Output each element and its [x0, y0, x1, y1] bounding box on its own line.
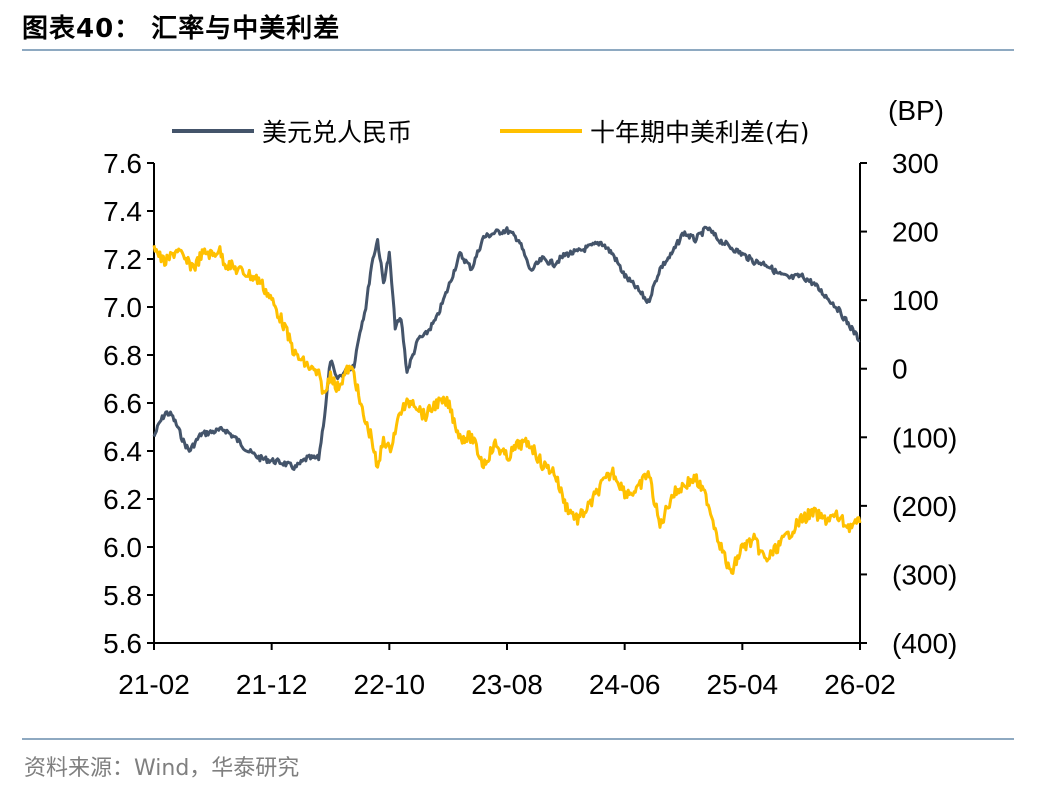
- left-tick-label: 6.2: [103, 484, 142, 515]
- x-tick-label: 21-12: [236, 669, 308, 700]
- right-tick-label: 300: [892, 148, 939, 179]
- right-tick-label: (400): [892, 628, 957, 659]
- left-tick-label: 6.0: [103, 532, 142, 563]
- right-tick-label: (200): [892, 491, 957, 522]
- bottom-rule: [22, 738, 1014, 740]
- left-axis-ticks: 7.6 7.4 7.2 7.0 6.8 6.6 6.4 6.2 6.0 5.8 5.6: [103, 148, 154, 659]
- source-note: 资料来源：Wind，华泰研究: [24, 756, 300, 781]
- x-tick-label: 23-08: [471, 669, 543, 700]
- x-tick-label: 26-02: [824, 669, 896, 700]
- x-tick-label: 25-04: [707, 669, 779, 700]
- left-tick-label: 7.0: [103, 292, 142, 323]
- left-tick-label: 5.8: [103, 580, 142, 611]
- series-layer: [152, 225, 862, 575]
- legend-label-usdcny: 美元兑人民币: [262, 118, 412, 147]
- right-tick-label: 200: [892, 217, 939, 248]
- top-rule: [22, 49, 1014, 51]
- left-tick-label: 7.6: [103, 148, 142, 179]
- left-tick-label: 6.4: [103, 436, 142, 467]
- left-tick-label: 7.4: [103, 196, 142, 227]
- right-tick-label: 0: [892, 354, 908, 385]
- left-tick-label: 7.2: [103, 244, 142, 275]
- right-tick-label: (100): [892, 422, 957, 453]
- x-tick-label: 24-06: [589, 669, 661, 700]
- right-tick-label: 100: [892, 285, 939, 316]
- x-tick-label: 21-02: [118, 669, 190, 700]
- x-tick-label: 22-10: [354, 669, 426, 700]
- x-axis-ticks: 21-02 21-12 22-10 23-08 24-06 25-04 26-02: [118, 643, 896, 700]
- right-tick-label: (300): [892, 559, 957, 590]
- series-line-spread: [152, 245, 862, 575]
- right-axis-ticks: 300 200 100 0 (100) (200) (300) (400): [860, 148, 957, 659]
- left-tick-label: 5.6: [103, 628, 142, 659]
- chart-title: 图表40： 汇率与中美利差: [22, 14, 341, 44]
- legend-label-spread: 十年期中美利差(右): [590, 118, 810, 147]
- left-tick-label: 6.6: [103, 388, 142, 419]
- left-tick-label: 6.8: [103, 340, 142, 371]
- series-line-usdcny: [152, 225, 861, 471]
- right-axis-unit: (BP): [888, 95, 944, 126]
